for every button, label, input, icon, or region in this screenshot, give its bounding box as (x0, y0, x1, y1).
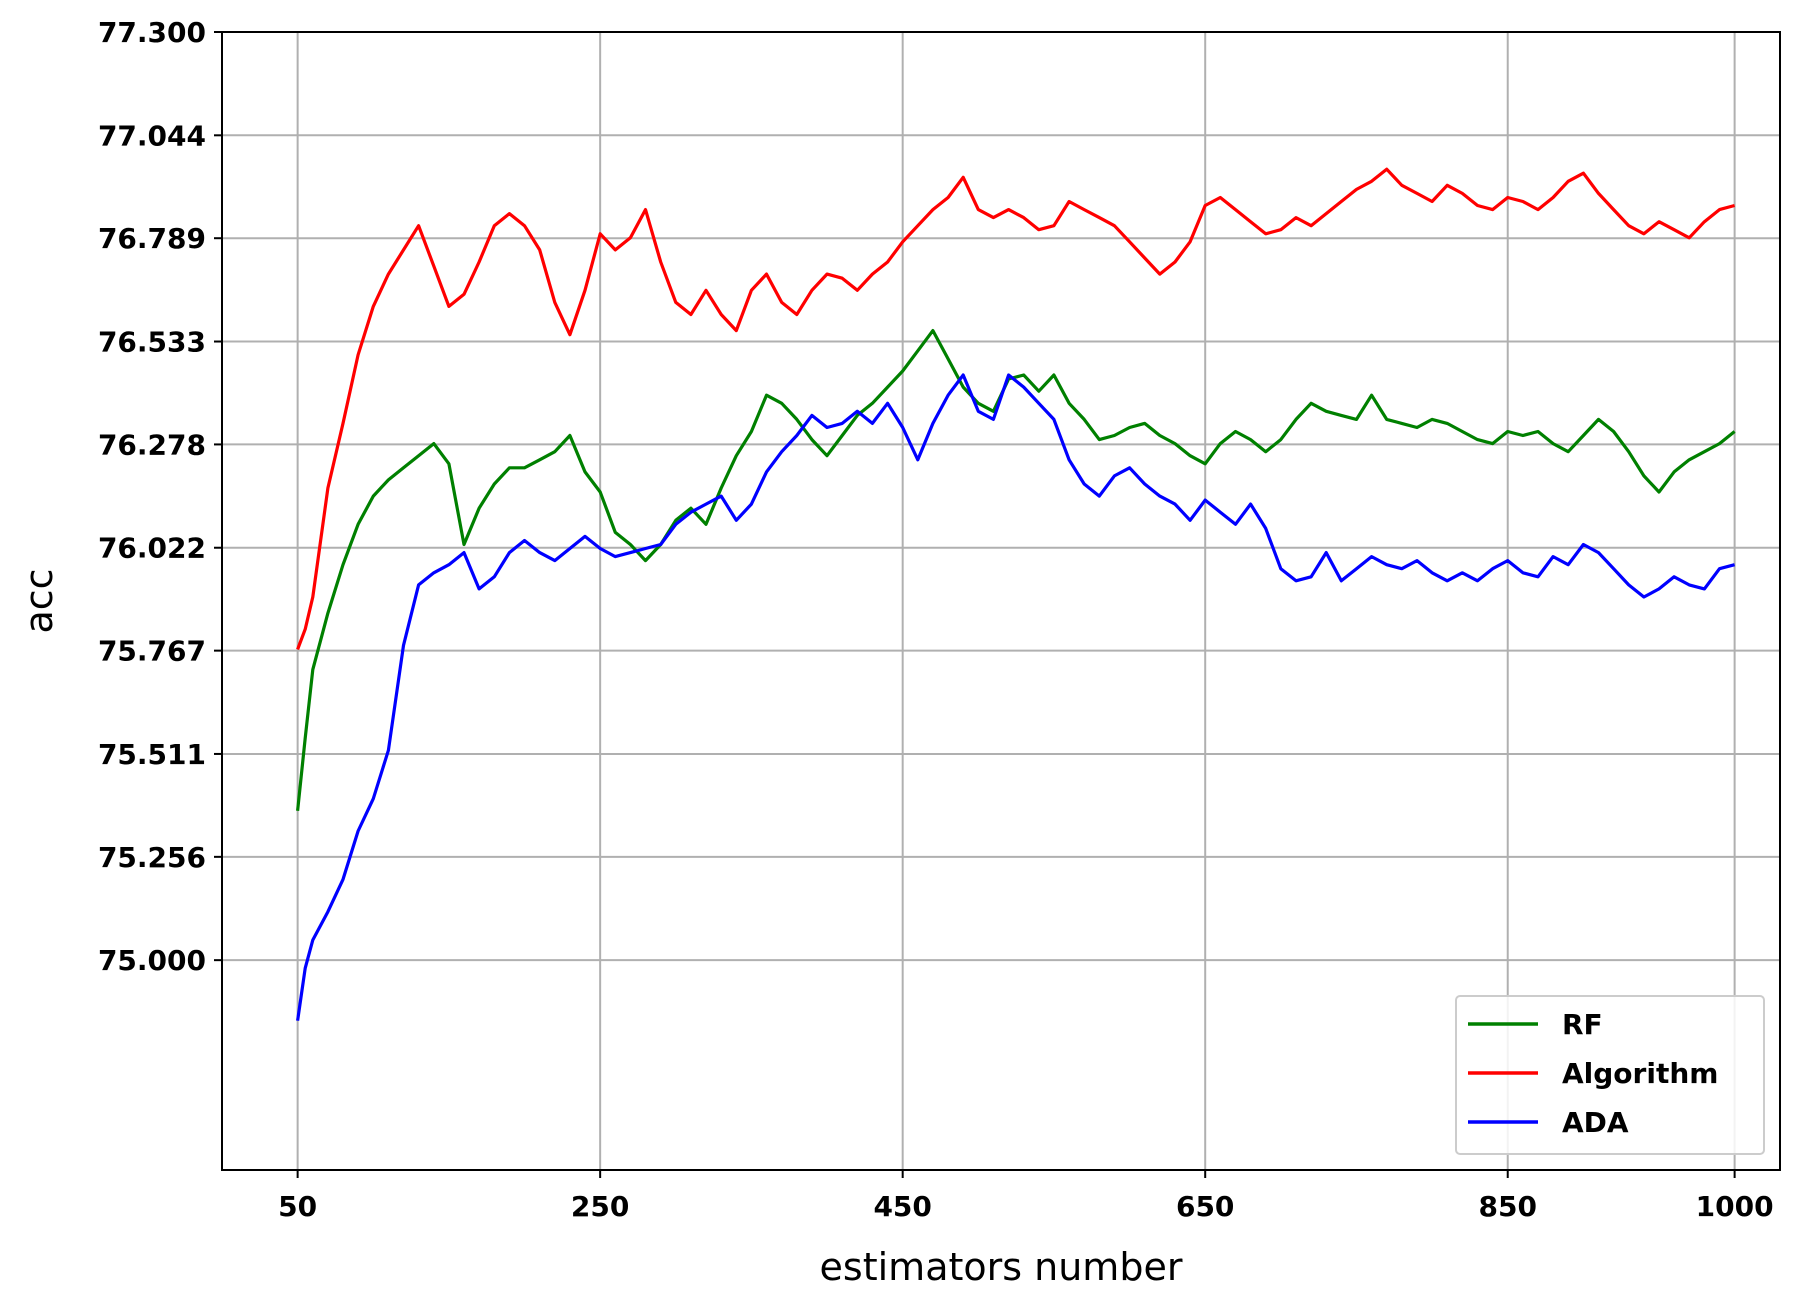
y-axis-ticks: 75.000 75.256 75.511 75.767 76.022 76.278 76.5… (98, 16, 222, 977)
series-lines (296, 167, 1736, 1021)
x-tick-label: 850 (1479, 1190, 1537, 1223)
y-tick-label: 75.256 (98, 841, 206, 874)
legend: RF Algorithm ADA (1455, 995, 1765, 1155)
series-line-algorithm (296, 167, 1736, 650)
x-tick-label: 250 (571, 1190, 629, 1223)
y-tick-label: 76.533 (98, 326, 206, 359)
plot-frame (221, 31, 1781, 1171)
legend-label-rf: RF (1562, 1008, 1603, 1041)
y-tick-label: 77.300 (98, 16, 206, 49)
x-axis-label: estimators number (820, 1245, 1183, 1289)
x-axis-ticks: 50 250 450 650 850 1000 (278, 1170, 1774, 1223)
y-tick-label: 75.000 (98, 944, 206, 977)
series-line-ada (296, 373, 1736, 1021)
legend-label-ada: ADA (1562, 1106, 1629, 1139)
y-tick-label: 76.022 (98, 532, 206, 565)
y-axis-label: acc (17, 568, 61, 633)
legend-label-algorithm: Algorithm (1562, 1057, 1718, 1090)
legend-box (1455, 995, 1765, 1155)
y-tick-label: 75.767 (98, 635, 206, 668)
grid-lines (222, 31, 1780, 1170)
x-tick-label: 1000 (1696, 1190, 1774, 1223)
y-tick-label: 76.789 (98, 222, 206, 255)
y-tick-label: 76.278 (98, 428, 206, 461)
y-tick-label: 75.511 (98, 738, 206, 771)
x-tick-label: 50 (278, 1190, 317, 1223)
x-tick-label: 650 (1176, 1190, 1234, 1223)
y-tick-label: 77.044 (98, 119, 206, 152)
x-tick-label: 450 (873, 1190, 931, 1223)
